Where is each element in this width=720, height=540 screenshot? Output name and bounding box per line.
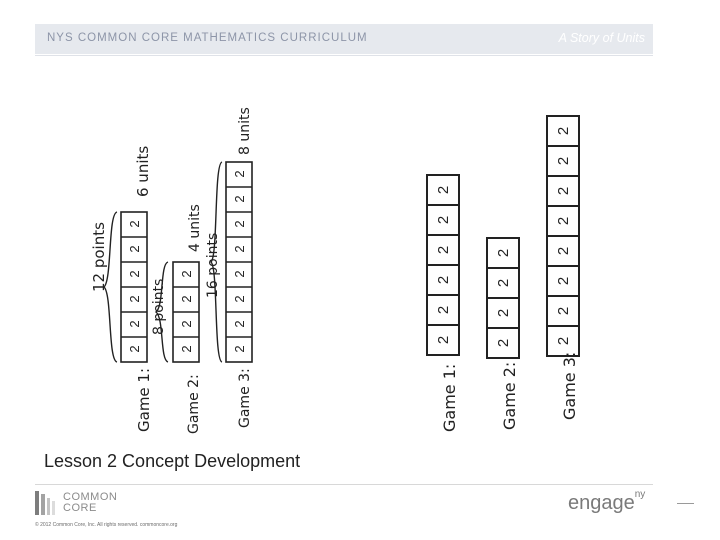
left-g1-units: 6 units <box>134 146 152 197</box>
left-g3-total: 16 points <box>205 233 221 298</box>
left-tape-diagrams: 2 2 2 2 2 2 Game 1: 12 points 6 units <box>90 107 253 434</box>
left-g1-cell-2: 2 <box>127 320 142 327</box>
left-g1-label: Game 1: <box>135 368 153 432</box>
right-g3-cell-2: 2 <box>555 307 572 315</box>
right-tape-diagrams: 2 2 2 2 2 2 Game 1: 2 2 2 2 G <box>426 115 580 432</box>
common-core-wordmark: COMMON CORE <box>63 492 117 514</box>
left-g2-cell-1: 2 <box>179 345 194 352</box>
left-game-2: 2 2 2 2 Game 2: 8 points 4 units <box>151 204 203 434</box>
left-g3-brace <box>209 161 223 363</box>
left-g3-cell-6: 2 <box>232 220 247 227</box>
common-core-logo-icon <box>35 491 55 515</box>
common-core-line-1: COMMON <box>63 491 118 503</box>
right-g2-cell-2: 2 <box>495 309 512 317</box>
left-g2-cell-2: 2 <box>179 320 194 327</box>
right-g2-cell-1: 2 <box>495 339 512 347</box>
right-game-1: 2 2 2 2 2 2 Game 1: <box>426 174 460 432</box>
left-g3-cell-5: 2 <box>232 245 247 252</box>
copyright-notice: © 2012 Common Core, Inc. All rights rese… <box>35 522 178 528</box>
right-g2-cell-4: 2 <box>495 249 512 257</box>
right-g3-cell-5: 2 <box>555 217 572 225</box>
left-g1-cell-3: 2 <box>127 295 142 302</box>
right-g3-label: Game 3: <box>560 352 579 420</box>
right-game-2: 2 2 2 2 Game 2: <box>486 237 520 430</box>
right-game-3: 2 2 2 2 2 2 2 2 Game 3: <box>546 115 580 420</box>
left-g3-cell-4: 2 <box>232 270 247 277</box>
engage-text: engage <box>568 492 635 514</box>
engage-ny-superscript: ny <box>634 489 646 501</box>
left-g1-cell-1: 2 <box>127 345 142 352</box>
left-g3-units: 8 units <box>237 107 253 155</box>
right-g1-label: Game 1: <box>440 364 459 432</box>
right-g1-cell-6: 2 <box>435 186 452 194</box>
left-g1-brace <box>102 211 118 363</box>
engageny-logo: engageny <box>568 489 646 515</box>
left-g2-cell-3: 2 <box>179 295 194 302</box>
footer-divider <box>35 484 653 485</box>
right-g2-cell-3: 2 <box>495 279 512 287</box>
left-g1-cell-6: 2 <box>127 220 142 227</box>
series-title: A Story of Units <box>558 31 645 45</box>
right-g1-cell-4: 2 <box>435 246 452 254</box>
right-g1-cell-5: 2 <box>435 216 452 224</box>
left-game-1: 2 2 2 2 2 2 Game 1: 12 points 6 units <box>90 146 153 432</box>
left-g1-total: 12 points <box>90 222 108 292</box>
right-g3-cell-7: 2 <box>555 157 572 165</box>
left-g2-cell-4: 2 <box>179 270 194 277</box>
left-g2-total: 8 points <box>151 279 167 335</box>
right-g2-label: Game 2: <box>500 362 519 430</box>
left-g3-cell-1: 2 <box>232 345 247 352</box>
left-g3-cell-3: 2 <box>232 295 247 302</box>
right-g3-cell-4: 2 <box>555 247 572 255</box>
left-g3-cell-7: 2 <box>232 195 247 202</box>
left-g3-cell-2: 2 <box>232 320 247 327</box>
header-bar: NYS COMMON CORE MATHEMATICS CURRICULUM A… <box>35 24 653 54</box>
right-g3-cell-6: 2 <box>555 187 572 195</box>
footer-short-rule <box>677 503 694 504</box>
right-g1-cell-2: 2 <box>435 306 452 314</box>
left-g3-cell-8: 2 <box>232 170 247 177</box>
right-g3-cell-8: 2 <box>555 127 572 135</box>
common-core-line-2: CORE <box>63 502 97 514</box>
lesson-title: Lesson 2 Concept Development <box>44 451 301 471</box>
left-g2-brace <box>154 261 169 363</box>
left-g2-label: Game 2: <box>186 374 202 434</box>
curriculum-title: NYS COMMON CORE MATHEMATICS CURRICULUM <box>47 32 368 44</box>
left-g3-label: Game 3: <box>237 368 253 428</box>
right-g3-cell-1: 2 <box>555 337 572 345</box>
left-g1-cell-5: 2 <box>127 245 142 252</box>
left-game-3: 2 2 2 2 2 2 2 2 Game 3: 16 points 8 unit… <box>205 107 253 428</box>
left-g1-cell-4: 2 <box>127 270 142 277</box>
header-divider <box>35 55 653 56</box>
left-g2-units: 4 units <box>187 204 203 252</box>
right-g1-cell-1: 2 <box>435 336 452 344</box>
right-g3-cell-3: 2 <box>555 277 572 285</box>
right-g1-cell-3: 2 <box>435 276 452 284</box>
